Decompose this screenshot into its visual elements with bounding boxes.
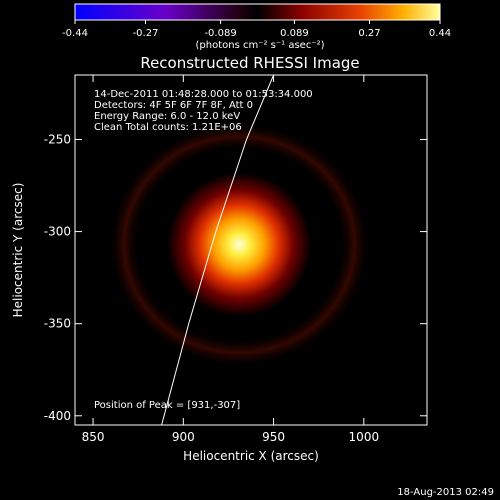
x-axis-label: Heliocentric X (arcsec) [183, 449, 319, 463]
solar-limb-curve [161, 75, 275, 425]
colorbar-tick-label: 0.089 [280, 28, 309, 39]
colorbar-tick-label: -0.27 [133, 28, 159, 39]
x-tick-label: 950 [262, 430, 285, 444]
source-blob [167, 172, 312, 317]
image-area [75, 75, 427, 425]
y-tick-label: -350 [44, 317, 71, 331]
colorbar-ticks: -0.44 -0.27 -0.089 0.089 0.27 0.44 [62, 20, 451, 39]
y-tick-label: -250 [44, 132, 71, 146]
footer-timestamp: 18-Aug-2013 02:49 [397, 487, 494, 498]
y-tick-label: -300 [44, 225, 71, 239]
y-axis-ticks: -250 -300 -350 -400 [44, 132, 427, 423]
plot-title: Reconstructed RHESSI Image [140, 54, 359, 72]
x-tick-label: 900 [172, 430, 195, 444]
colorbar-tick-label: 0.44 [429, 28, 451, 39]
annotation-time-range: 14-Dec-2011 01:48:28.000 to 01:53:34.000 [94, 89, 313, 100]
x-tick-label: 850 [82, 430, 105, 444]
plot-frame [74, 74, 428, 426]
colorbar-tick-label: 0.27 [358, 28, 380, 39]
annotation-detectors: Detectors: 4F 5F 6F 7F 8F, Att 0 [94, 100, 253, 111]
y-axis-label: Heliocentric Y (arcsec) [11, 183, 25, 318]
x-tick-label: 1000 [349, 430, 380, 444]
x-axis-ticks: 850 900 950 1000 [82, 75, 379, 444]
annotation-peak-position: Position of Peak = [931,-307] [94, 400, 240, 411]
colorbar-tick-label: -0.44 [62, 28, 88, 39]
annotation-counts: Clean Total counts: 1.21E+06 [94, 122, 242, 133]
colorbar-tick-label: -0.089 [204, 28, 236, 39]
colorbar [74, 3, 441, 21]
colorbar-unit-label: (photons cm⁻² s⁻¹ asec⁻²) [195, 40, 324, 51]
annotation-energy-range: Energy Range: 6.0 - 12.0 keV [94, 111, 240, 122]
y-tick-label: -400 [44, 409, 71, 423]
